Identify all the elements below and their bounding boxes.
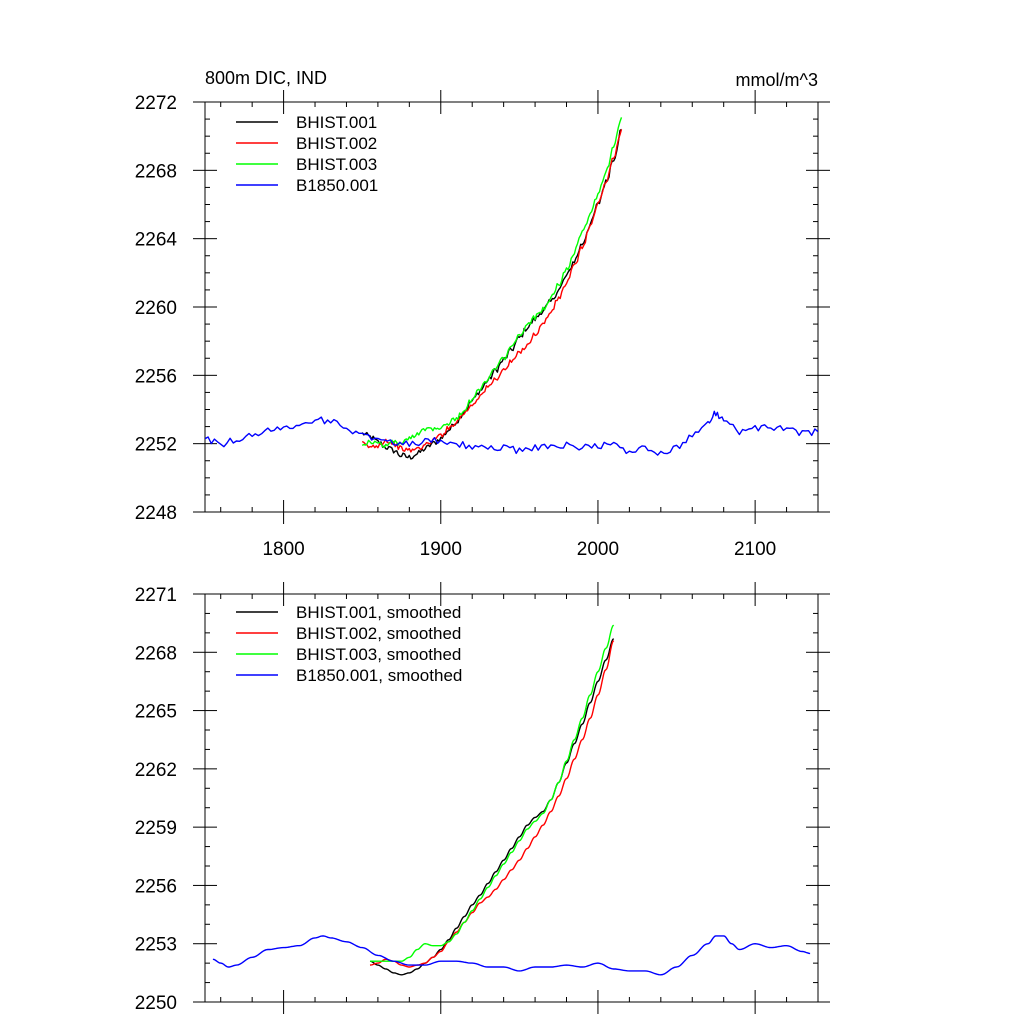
y-tick-label: 2272 [135, 93, 177, 114]
series-line-1 [369, 638, 615, 976]
y-tick-label: 2268 [135, 161, 177, 182]
y-tick-label: 2248 [135, 503, 177, 524]
series-line-4 [212, 935, 811, 976]
plot-frame [204, 593, 819, 1003]
series-line-1 [361, 128, 622, 460]
legend-label: BHIST.001 [296, 113, 377, 132]
legend-label: BHIST.003 [296, 155, 377, 174]
y-tick-label: 2256 [135, 876, 177, 897]
y-tick-label: 2268 [135, 643, 177, 664]
x-tick-label: 2000 [577, 539, 619, 560]
y-tick-label: 2265 [135, 702, 177, 723]
series-line-2 [369, 640, 615, 968]
x-tick-label: 1800 [262, 539, 304, 560]
x-tick-label: 2100 [734, 539, 776, 560]
y-tick-label: 2256 [135, 366, 177, 387]
y-tick-label: 2271 [135, 585, 177, 606]
units-label: mmol/m^3 [736, 70, 818, 90]
legend-label: BHIST.002, smoothed [296, 624, 461, 643]
y-tick-label: 2259 [135, 818, 177, 839]
top-panel-raw: 800m DIC, IND mmol/m^3 1800 1900 2000 2100 224… [135, 68, 830, 560]
y-tick-label: 2262 [135, 760, 177, 781]
legend-label: B1850.001, smoothed [296, 666, 462, 685]
series-line-2 [361, 129, 623, 453]
y-tick-label: 2250 [135, 993, 177, 1014]
chart-title: 800m DIC, IND [205, 68, 327, 88]
y-tick-label: 2253 [135, 935, 177, 956]
series-line-4 [205, 410, 818, 456]
x-tick-label: 1900 [420, 539, 462, 560]
legend-label: B1850.001 [296, 176, 378, 195]
legend-label: BHIST.002 [296, 134, 377, 153]
series-line-3 [370, 624, 615, 962]
series-line-3 [361, 117, 623, 449]
bottom-panel-smoothed: 2250 2253 2256 2259 2262 2265 2268 2271 BHIST.00… [135, 582, 830, 1014]
y-tick-label: 2264 [135, 230, 178, 251]
y-tick-label: 2252 [135, 435, 177, 456]
legend-label: BHIST.001, smoothed [296, 603, 461, 622]
y-tick-label: 2260 [135, 298, 177, 319]
legend-label: BHIST.003, smoothed [296, 645, 461, 664]
